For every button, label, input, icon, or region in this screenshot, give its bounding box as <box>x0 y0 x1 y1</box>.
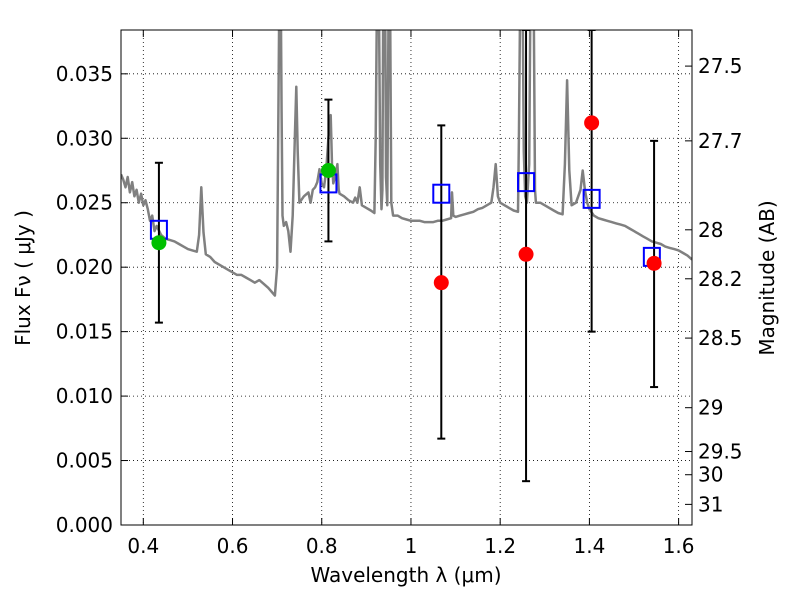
measured-flux-point <box>151 235 167 251</box>
x-tick-label: 1.2 <box>484 534 516 558</box>
model-flux-square <box>517 172 536 193</box>
right-tick-label: 28 <box>698 218 723 242</box>
right-tick-label: 27.7 <box>698 129 743 153</box>
x-tick-label: 0.4 <box>127 534 159 558</box>
y-axis-label-left: Flux Fν ( μJy ) <box>11 210 35 346</box>
right-tick-label: 30 <box>698 463 723 487</box>
measured-flux-point <box>518 246 534 262</box>
ticks: 0.4 0.6 0.8 1 1.2 1.4 1.6 0.000 0.005 0.010 0.015 0… <box>56 30 743 558</box>
y-axis-label-right: Magnitude (AB) <box>755 200 779 355</box>
plot-frame <box>120 29 693 526</box>
y-tick-label: 0.005 <box>56 449 113 473</box>
right-tick-label: 28.2 <box>698 267 743 291</box>
right-tick-label: 29 <box>698 396 723 420</box>
model-flux-square <box>582 188 601 209</box>
x-tick-label: 0.8 <box>306 534 338 558</box>
x-tick-label: 1.4 <box>573 534 605 558</box>
y-tick-label: 0.020 <box>56 255 113 279</box>
right-tick-label: 28.5 <box>698 326 743 350</box>
grid <box>121 30 692 526</box>
measured-flux-point <box>646 255 662 271</box>
spectrum-layer <box>121 30 692 297</box>
right-tick-label: 31 <box>698 492 723 516</box>
measured-flux-point <box>320 163 336 179</box>
y-tick-label: 0.015 <box>56 320 113 344</box>
y-tick-label: 0.000 <box>56 513 113 537</box>
x-axis-label: Wavelength λ (μm) <box>310 563 501 587</box>
marker-layer <box>149 115 662 291</box>
right-tick-label: 29.5 <box>698 440 743 464</box>
model-spectrum-line <box>121 30 692 297</box>
x-tick-label: 1 <box>405 534 418 558</box>
x-tick-label: 1.6 <box>663 534 695 558</box>
x-tick-label: 0.6 <box>217 534 249 558</box>
y-tick-label: 0.025 <box>56 191 113 215</box>
measured-flux-point <box>584 115 600 131</box>
y-tick-label: 0.010 <box>56 384 113 408</box>
measured-flux-point <box>433 275 449 291</box>
y-tick-label: 0.030 <box>56 126 113 150</box>
model-flux-square <box>432 183 451 204</box>
right-tick-label: 27.5 <box>698 54 743 78</box>
y-tick-label: 0.035 <box>56 62 113 86</box>
